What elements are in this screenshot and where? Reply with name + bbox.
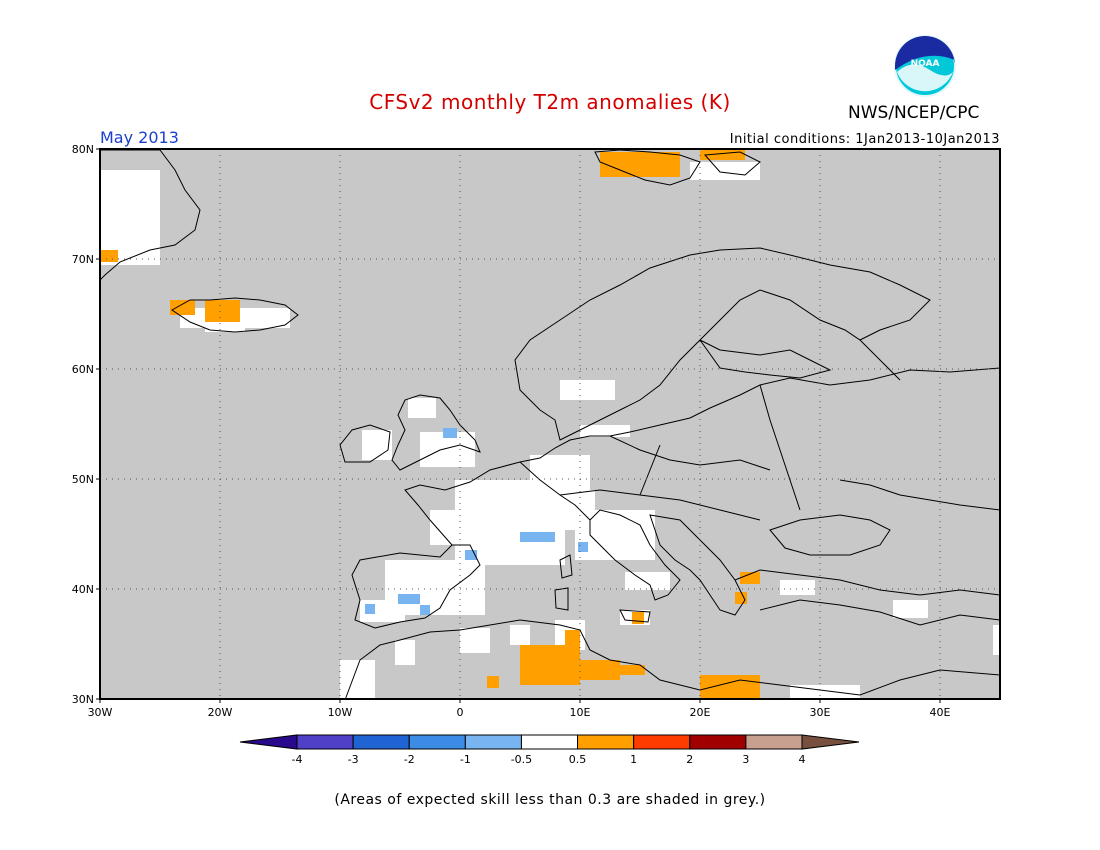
colorbar: -4 -3 -2 -1 -0.5 0.5 1 2 3 4 — [239, 734, 860, 766]
skill-footnote: (Areas of expected skill less than 0.3 a… — [334, 792, 766, 808]
lon-tick-label: 0 — [457, 706, 464, 719]
lon-tick-label: 10E — [570, 706, 591, 719]
forecast-month: May 2013 — [100, 128, 179, 147]
anomaly-cell — [700, 150, 745, 160]
colorbar-label: -2 — [404, 753, 415, 766]
anomaly-cell — [430, 510, 460, 545]
logo-text: NOAA — [911, 59, 940, 69]
colorbar-segment — [296, 734, 354, 750]
lat-tick-label: 70N — [72, 253, 94, 266]
colorbar-segment — [464, 734, 522, 750]
anomaly-cell — [993, 625, 1000, 655]
lon-tick-label: 30E — [810, 706, 831, 719]
colorbar-label: 0.5 — [569, 753, 587, 766]
lon-tick-label: 20W — [208, 706, 233, 719]
colorbar-segment — [577, 734, 635, 750]
anomaly-cell — [100, 170, 160, 265]
colorbar-high-arrow — [801, 734, 860, 750]
map-frame — [99, 148, 1001, 700]
anomaly-cell — [365, 604, 375, 614]
anomaly-cell — [625, 572, 670, 590]
agency-label: NWS/NCEP/CPC — [848, 103, 980, 123]
colorbar-label: -3 — [348, 753, 359, 766]
lat-tick-label: 60N — [72, 363, 94, 376]
anomaly-cell — [640, 520, 655, 535]
colorbar-label: -1 — [460, 753, 471, 766]
anomaly-cell — [420, 605, 430, 615]
anomaly-cell — [170, 300, 195, 315]
colorbar-segment — [633, 734, 691, 750]
lon-tick-label: 10W — [328, 706, 353, 719]
anomaly-cell — [578, 542, 588, 552]
noaa-logo: NOAA — [894, 35, 956, 97]
anomaly-cell — [565, 630, 580, 660]
anomaly-cell — [205, 300, 240, 322]
anomaly-cell — [780, 580, 815, 595]
anomaly-cell — [690, 162, 760, 180]
colorbar-label: 2 — [686, 753, 693, 766]
anomaly-cell — [510, 625, 530, 645]
anomaly-cell — [395, 640, 415, 665]
colorbar-segment — [745, 734, 803, 750]
lat-tick-label: 50N — [72, 473, 94, 486]
colorbar-label: 4 — [799, 753, 806, 766]
anomaly-cell — [560, 380, 615, 400]
lon-tick-label: 20E — [690, 706, 711, 719]
colorbar-low-arrow — [239, 734, 298, 750]
anomaly-cell — [362, 430, 392, 460]
anomaly-cell — [460, 628, 490, 653]
anomaly-cell — [205, 320, 245, 332]
colorbar-label: 3 — [742, 753, 749, 766]
anomaly-cell — [893, 600, 928, 618]
anomaly-cell — [570, 660, 620, 680]
lat-tick-label: 30N — [72, 693, 94, 706]
anomaly-cell — [610, 665, 645, 675]
anomaly-cell — [100, 250, 118, 262]
initial-conditions: Initial conditions: 1Jan2013-10Jan2013 — [729, 132, 1000, 147]
map-area: 30W 20W 10W 0 10E 20E 30E 40E 30N 40N 50N 60N 70N 80N — [72, 143, 1001, 719]
lon-tick-label: 40E — [930, 706, 951, 719]
chart-title: CFSv2 monthly T2m anomalies (K) — [369, 90, 731, 114]
axis-ticks: 30W 20W 10W 0 10E 20E 30E 40E 30N 40N 50N 60N 70N 80N — [72, 143, 951, 719]
colorbar-label: -4 — [292, 753, 303, 766]
lat-tick-label: 40N — [72, 583, 94, 596]
anomaly-cell — [520, 532, 555, 542]
colorbar-segment — [352, 734, 410, 750]
anomaly-cell — [408, 398, 436, 418]
anomaly-cell — [487, 676, 499, 688]
anomaly-cell — [600, 152, 680, 177]
graticule — [100, 149, 1000, 699]
colorbar-label: -0.5 — [511, 753, 532, 766]
anomaly-cell — [398, 594, 420, 604]
anomaly-cell — [632, 612, 644, 624]
colorbar-segment — [408, 734, 466, 750]
colorbar-label: 1 — [630, 753, 637, 766]
anomaly-cell — [443, 428, 457, 438]
anomaly-cell — [740, 572, 760, 584]
colorbar-segment — [689, 734, 747, 750]
anomaly-cell — [465, 550, 477, 560]
lon-tick-label: 30W — [88, 706, 113, 719]
anomaly-cell — [735, 592, 747, 604]
map-background — [100, 149, 1000, 699]
colorbar-segment — [520, 734, 579, 750]
lat-tick-label: 80N — [72, 143, 94, 156]
